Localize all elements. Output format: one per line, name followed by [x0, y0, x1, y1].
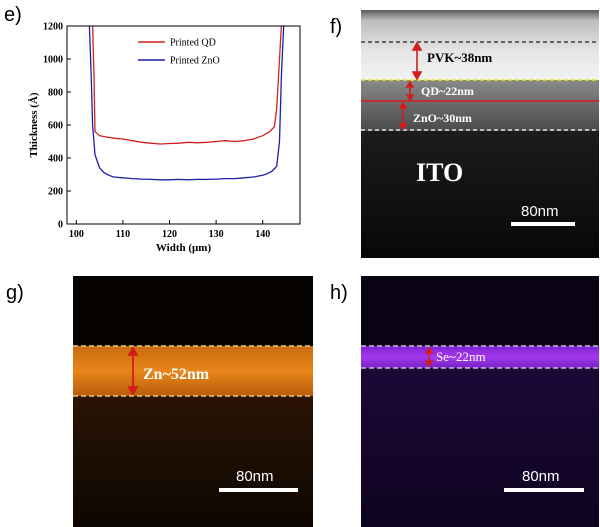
y-axis-label: Thickness (Å): [28, 92, 40, 157]
x-tick-label: 130: [209, 229, 224, 240]
se-band: [361, 346, 599, 368]
se-background: [361, 368, 599, 527]
series-line-2: [88, 26, 285, 181]
y-tick-label: 400: [48, 154, 63, 165]
pvk-thickness-label: PVK~38nm: [427, 50, 493, 65]
zn-scale-bar: [219, 488, 298, 492]
panel-f-label: f): [330, 16, 343, 38]
panel-h-label: h): [330, 282, 348, 304]
legend-label-2: Printed ZnO: [170, 56, 220, 67]
se-map: Se~22nm 80nm: [361, 276, 599, 527]
panel-g-label: g): [6, 282, 24, 304]
y-tick-label: 200: [48, 187, 63, 198]
qd-thickness-label: QD~22nm: [421, 84, 474, 98]
thickness-chart: 100 110 120 130 140 0 200 400 600 800 1000 1200 Widt…: [0, 0, 320, 262]
tem-image-svg: [361, 10, 599, 258]
y-tick-label: 0: [58, 220, 63, 231]
ito-layer: [361, 131, 599, 258]
thickness-chart-svg: 100 110 120 130 140 0 200 400 600 800 1000 1200 Widt…: [28, 22, 301, 254]
x-axis-label: Width (μm): [156, 242, 212, 254]
zn-band: [73, 346, 313, 396]
x-tick-label: 110: [116, 229, 130, 240]
y-tick-label: 1200: [43, 22, 63, 33]
x-tick-label: 140: [255, 229, 270, 240]
y-tick-label: 600: [48, 121, 63, 132]
zn-background: [73, 396, 313, 527]
zn-thickness-label: Zn~52nm: [143, 366, 210, 383]
scale-bar-label: 80nm: [521, 203, 559, 220]
zn-map: Zn~52nm 80nm: [73, 276, 313, 527]
panel-e-label: e): [4, 4, 22, 26]
zn-scale-bar-label: 80nm: [236, 468, 274, 485]
pvk-layer: [361, 10, 599, 80]
ito-label: ITO: [416, 158, 464, 187]
se-thickness-label: Se~22nm: [436, 349, 486, 364]
se-map-svg: [361, 345, 599, 527]
zno-layer: [361, 104, 599, 131]
legend-label-1: Printed QD: [170, 38, 216, 49]
x-tick-label: 120: [162, 229, 177, 240]
y-tick-label: 1000: [43, 55, 63, 66]
x-tick-label: 100: [69, 229, 84, 240]
zno-thickness-label: ZnO~30nm: [413, 111, 472, 125]
se-scale-bar: [504, 488, 584, 492]
se-scale-bar-label: 80nm: [522, 468, 560, 485]
zn-map-svg: [73, 345, 313, 527]
series-line-1: [91, 26, 283, 145]
tem-image: PVK~38nm QD~22nm ZnO~30nm ITO 80nm: [361, 10, 599, 258]
y-tick-label: 800: [48, 88, 63, 99]
qd-layer: [361, 80, 599, 104]
scale-bar: [511, 222, 575, 226]
